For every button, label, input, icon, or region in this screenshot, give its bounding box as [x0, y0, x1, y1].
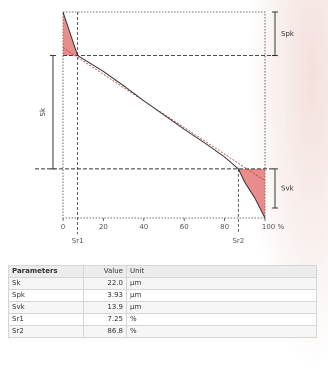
abbott-firestone-chart: Sk Spk Svk 0 20 40 60 80 100 % Sr1 Sr2 — [35, 11, 295, 245]
x-tick-label: 80 — [220, 223, 229, 231]
param-name: Spk — [8, 289, 84, 302]
table-row: Sk 22.0 µm — [8, 277, 317, 290]
spk-label: Spk — [281, 30, 295, 38]
equivalent-line — [62, 47, 266, 182]
param-value: 3.93 — [83, 289, 127, 302]
header-unit: Unit — [126, 265, 317, 278]
param-name: Sr2 — [8, 325, 84, 338]
param-name: Sr1 — [8, 313, 84, 326]
sk-label: Sk — [39, 107, 47, 116]
svk-label: Svk — [281, 184, 295, 192]
table-row: Spk 3.93 µm — [8, 289, 317, 302]
table-row: Sr2 86.8 % — [8, 325, 317, 338]
x-tick-label: 0 — [61, 223, 65, 231]
parameters-table: Parameters Value Unit Sk 22.0 µm Spk 3.9… — [8, 265, 317, 338]
param-unit: µm — [126, 277, 317, 290]
table-header-row: Parameters Value Unit — [8, 265, 317, 278]
param-unit: % — [126, 313, 317, 326]
x-tick-label: 20 — [99, 223, 108, 231]
param-name: Svk — [8, 301, 84, 314]
table-row: Svk 13.9 µm — [8, 301, 317, 314]
header-value: Value — [83, 265, 127, 278]
param-value: 13.9 — [83, 301, 127, 314]
param-name: Sk — [8, 277, 84, 290]
param-unit: µm — [126, 289, 317, 302]
bearing-curve-line — [62, 11, 266, 219]
x-tick-label: 100 % — [262, 223, 285, 231]
header-parameters: Parameters — [8, 265, 84, 278]
valley-area-fill — [238, 168, 265, 218]
param-unit: % — [126, 325, 317, 338]
table-row: Sr1 7.25 % — [8, 313, 317, 326]
x-tick-label: 40 — [139, 223, 148, 231]
param-value: 7.25 — [83, 313, 127, 326]
plot-area: Sk Spk Svk 0 20 40 60 80 100 % Sr1 Sr2 — [35, 11, 295, 245]
x-tick-label: 60 — [180, 223, 189, 231]
param-value: 22.0 — [83, 277, 127, 290]
param-unit: µm — [126, 301, 317, 314]
sr2-label: Sr2 — [232, 237, 244, 245]
param-value: 86.8 — [83, 325, 127, 338]
sr1-label: Sr1 — [72, 237, 84, 245]
